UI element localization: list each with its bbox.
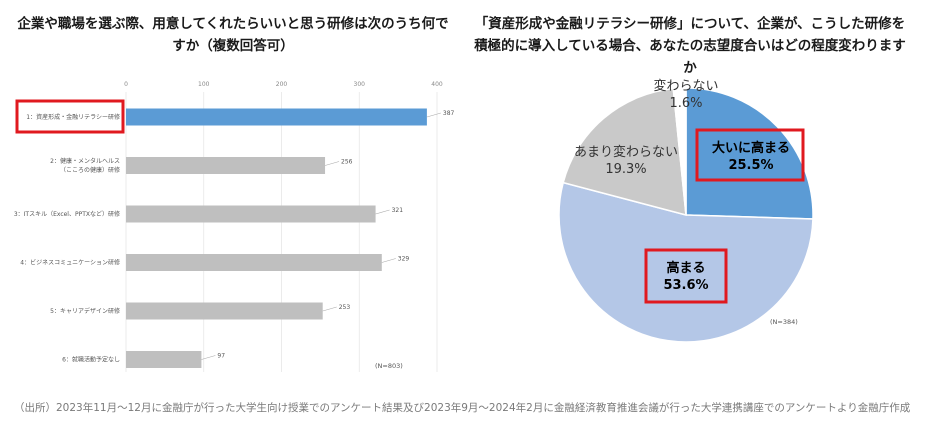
highlight-box — [644, 248, 728, 304]
data-label-leader — [201, 355, 216, 360]
x-tick-label: 0 — [124, 81, 128, 88]
pie-slice-label: 大いに高まる — [712, 140, 790, 156]
pie-slice-value: 1.6% — [669, 96, 702, 111]
pie-chart-title: 「資産形成や金融リテラシー研修」について、企業が、こうした研修を積極的に導入して… — [474, 16, 906, 76]
pie-slice-value: 53.6% — [663, 278, 708, 293]
category-label: 4：ビジネスコミュニケーション研修 — [20, 259, 120, 267]
bar-chart-title: 企業や職場を選ぶ際、用意してくれたらいいと思う研修は次のうち何ですか（複数回答可… — [17, 16, 449, 54]
bar — [126, 254, 382, 271]
bar — [126, 351, 202, 368]
bar — [126, 205, 376, 223]
category-label: 2：健康・メンタルヘルス — [50, 157, 120, 165]
category-label: （こころの健康）研修 — [60, 166, 120, 174]
data-label-leader — [381, 258, 396, 263]
data-label-leader — [322, 306, 337, 312]
x-tick-label: 400 — [431, 81, 443, 88]
data-label: 97 — [217, 353, 225, 360]
x-tick-label: 200 — [276, 81, 288, 88]
pie-slice — [558, 181, 814, 343]
bar — [126, 157, 326, 174]
data-label-leader — [375, 209, 390, 215]
pie-slice-label: 変わらない — [653, 78, 718, 94]
highlight-box — [15, 99, 125, 134]
bar-chart: 0 100 200 300 400 387 1：資産形成・金融リテラシー研修 256 2：健康・… — [14, 81, 455, 372]
category-label: 6：就職活動予定なし — [62, 356, 120, 364]
data-label: 321 — [392, 207, 404, 214]
pie-slice-label: あまり変わらない — [574, 144, 678, 160]
x-tick-label: 300 — [354, 81, 366, 88]
pie-slice — [685, 87, 814, 220]
data-label-leader — [426, 112, 441, 118]
category-label: 5：キャリアデザイン研修 — [50, 307, 120, 315]
pie-chart: 大いに高まる 25.5% 高まる 53.6% あまり変わらない 19.3% 変わらない 1.6… — [558, 78, 814, 343]
bar-chart-sample-size: (N=803) — [375, 362, 403, 370]
x-tick-label: 100 — [198, 81, 210, 88]
data-label: 253 — [339, 304, 351, 311]
data-label: 256 — [341, 159, 353, 166]
data-label: 329 — [398, 256, 410, 263]
bar — [126, 108, 427, 126]
pie-slice — [672, 87, 687, 216]
pie-slice-label: 高まる — [666, 260, 705, 276]
bar — [126, 302, 323, 320]
category-label: 1：資産形成・金融リテラシー研修 — [26, 113, 120, 121]
data-label-leader — [324, 161, 340, 166]
pie-slice-value: 25.5% — [728, 158, 773, 173]
highlight-box — [695, 128, 805, 182]
pie-slice-value: 19.3% — [605, 162, 646, 177]
pie-chart-sample-size: (N=384) — [770, 318, 798, 326]
category-label: 3：ITスキル（Excel、PPTXなど）研修 — [14, 210, 120, 218]
data-label: 387 — [443, 110, 455, 117]
source-footnote: （出所）2023年11月～12月に金融庁が行った大学生向け授業でのアンケート結果… — [14, 402, 911, 414]
pie-slice — [562, 87, 687, 217]
